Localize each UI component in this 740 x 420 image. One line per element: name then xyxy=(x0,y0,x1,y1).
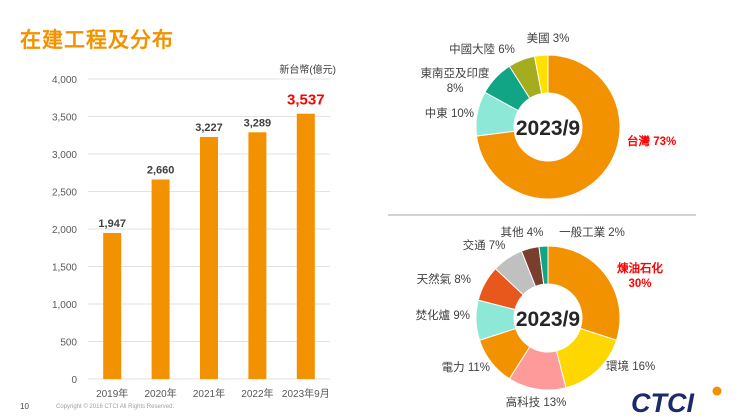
donut-slice-label: 煉油石化 xyxy=(616,261,663,275)
bar xyxy=(248,132,267,379)
bar xyxy=(296,113,315,379)
bar-value-label: 3,537 xyxy=(287,92,325,109)
ctci-logo: CTCI xyxy=(631,386,722,415)
donut-slice xyxy=(538,245,549,285)
page-title: 在建工程及分布 xyxy=(20,28,174,52)
donut-center-label: 2023/9 xyxy=(516,117,580,140)
y-tick-label: 0 xyxy=(71,375,77,386)
donut-slice-label: 一般工業 2% xyxy=(559,225,625,239)
donut-slice xyxy=(555,327,618,389)
y-tick-label: 4,000 xyxy=(52,75,77,86)
y-tick-label: 2,000 xyxy=(52,225,77,236)
y-tick-label: 1,500 xyxy=(52,263,77,274)
svg-text:CTCI: CTCI xyxy=(631,388,694,415)
donut-slice-label: 電力 11% xyxy=(442,361,490,374)
donut-slice-percent: 8% xyxy=(447,83,464,95)
donut-slice-label: 台灣 73% xyxy=(627,134,676,148)
unit-label: 新台幣(億元) xyxy=(279,63,336,76)
bar-value-label: 3,227 xyxy=(195,122,223,134)
y-tick-label: 2,500 xyxy=(52,188,77,199)
bar xyxy=(103,232,122,379)
donut-slice xyxy=(533,54,549,95)
donut-slice-label: 東南亞及印度 xyxy=(421,66,490,80)
donut-slice xyxy=(547,245,621,341)
donut-slice-label: 其他 4% xyxy=(501,226,544,239)
donut-slice-label: 高科技 13% xyxy=(506,395,567,409)
donut-slice-label: 交通 7% xyxy=(463,238,506,252)
x-tick-label: 2023年9月 xyxy=(282,387,330,400)
donut-slice-percent: 30% xyxy=(628,278,651,290)
bar xyxy=(151,179,170,379)
page-number: 10 xyxy=(20,402,29,411)
bar-value-label: 2,660 xyxy=(147,165,175,177)
x-tick-label: 2020年 xyxy=(144,387,176,400)
donut-center-label: 2023/9 xyxy=(516,308,580,331)
donut-slice-label: 焚化爐 9% xyxy=(416,308,470,322)
x-tick-label: 2021年 xyxy=(193,387,225,400)
copyright-text: Copyright © 2016 CTCI All Rights Reserve… xyxy=(56,404,175,410)
y-tick-label: 500 xyxy=(60,338,77,349)
x-tick-label: 2019年 xyxy=(96,387,128,400)
y-tick-label: 3,000 xyxy=(52,150,77,161)
bar xyxy=(200,136,218,379)
donut-slice-label: 中東 10% xyxy=(425,107,474,120)
y-tick-label: 1,000 xyxy=(52,300,77,311)
donut-slice xyxy=(476,54,621,200)
donut-slice-label: 美國 3% xyxy=(527,31,570,45)
x-tick-label: 2022年 xyxy=(241,387,273,400)
bar-value-label: 1,947 xyxy=(98,218,126,230)
donut-slice-label: 天然氣 8% xyxy=(417,272,471,286)
donut-slice-label: 中國大陸 6% xyxy=(449,42,515,56)
y-tick-label: 3,500 xyxy=(52,113,77,124)
bar-value-label: 3,289 xyxy=(244,117,272,129)
donut-slice-label: 環境 16% xyxy=(606,359,655,373)
